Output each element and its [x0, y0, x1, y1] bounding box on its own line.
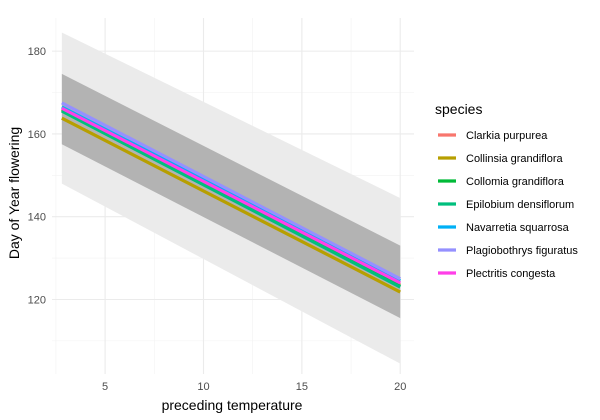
- x-axis-ticks: 5 10 15 20: [102, 381, 406, 393]
- series-line-plectritis-congesta: [61, 106, 401, 285]
- x-tick-label: 15: [296, 381, 308, 393]
- x-tick-label: 20: [394, 381, 406, 393]
- legend-label: Collinsia grandiflora: [466, 153, 563, 165]
- y-axis-label: Day of Year flowering: [6, 127, 22, 259]
- y-axis-ticks: 120 140 160 180: [28, 46, 46, 306]
- legend-title: species: [435, 101, 482, 117]
- x-axis-label: preceding temperature: [162, 397, 303, 413]
- series-line-plagiobothrys-figuratus: [61, 101, 401, 281]
- y-tick-label: 160: [28, 129, 46, 141]
- y-tick-label: 180: [28, 46, 46, 58]
- series-line-collinsia-grandiflora: [61, 116, 401, 294]
- legend: species Clarkia purpurea Collinsia grandi…: [435, 101, 578, 280]
- legend-label: Epilobium densiflorum: [466, 199, 574, 211]
- regression-lines: [61, 101, 401, 294]
- legend-label: Plagiobothrys figuratus: [466, 245, 578, 257]
- legend-label: Navarretia squarrosa: [466, 222, 570, 234]
- y-tick-label: 140: [28, 212, 46, 224]
- legend-label: Clarkia purpurea: [466, 130, 548, 142]
- x-tick-label: 5: [102, 381, 108, 393]
- series-line-epilobium-densiflorum: [61, 109, 401, 289]
- legend-label: Collomia grandiflora: [466, 176, 565, 188]
- x-tick-label: 10: [197, 381, 209, 393]
- y-tick-label: 120: [28, 294, 46, 306]
- legend-label: Plectritis congesta: [466, 268, 556, 280]
